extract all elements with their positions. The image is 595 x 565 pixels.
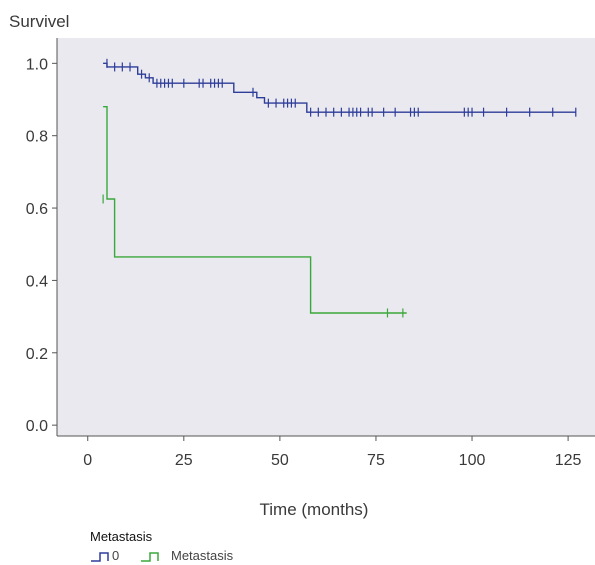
survival-curves bbox=[102, 58, 577, 318]
y-tick-label: 0.2 bbox=[26, 346, 48, 363]
legend-swatch-metastasis bbox=[141, 552, 159, 562]
legend-title: Metastasis bbox=[90, 529, 153, 544]
x-tick-label: 50 bbox=[271, 452, 289, 469]
y-tick-label: 0.0 bbox=[26, 418, 48, 435]
legend-swatch-0 bbox=[91, 552, 109, 562]
y-tick-label: 0.4 bbox=[26, 273, 48, 290]
survival-curve-0 bbox=[103, 62, 576, 113]
legend-label-metastasis: Metastasis bbox=[171, 548, 234, 563]
x-tick-label: 75 bbox=[367, 452, 385, 469]
y-axis-title: Survivel bbox=[9, 12, 69, 31]
x-tick-label: 0 bbox=[83, 452, 92, 469]
x-tick-label: 25 bbox=[175, 452, 193, 469]
survival-curve-metastasis bbox=[103, 106, 407, 314]
y-tick-label: 1.0 bbox=[26, 56, 48, 73]
legend-label-0: 0 bbox=[112, 548, 119, 563]
y-tick-label: 0.8 bbox=[26, 129, 48, 146]
y-tick-label: 0.6 bbox=[26, 201, 48, 218]
x-tick-label: 125 bbox=[555, 452, 582, 469]
legend: Metastasis 0 Metastasis bbox=[90, 529, 234, 563]
x-tick-label: 100 bbox=[459, 452, 486, 469]
x-axis-ticks: 0 25 50 75 100 125 bbox=[83, 436, 582, 469]
plot-area bbox=[57, 38, 595, 436]
y-axis-ticks: 0.0 0.2 0.4 0.6 0.8 1.0 bbox=[26, 56, 57, 435]
x-axis-title: Time (months) bbox=[260, 500, 369, 519]
